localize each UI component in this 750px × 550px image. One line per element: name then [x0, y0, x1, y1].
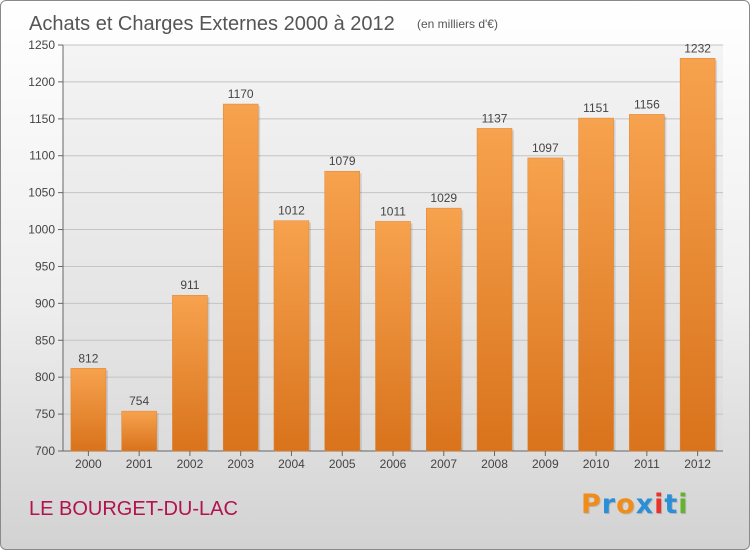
y-tick-label: 1000: [28, 223, 55, 237]
bar-2008: [476, 128, 513, 452]
x-tick-label-2004: 2004: [278, 457, 305, 471]
bar-2001: [121, 410, 157, 452]
x-tick-label-2002: 2002: [177, 457, 204, 471]
value-label-2008: 1137: [482, 111, 508, 125]
y-tick-label: 950: [35, 259, 55, 273]
bar-2012: [679, 58, 716, 452]
y-tick-label: 1200: [28, 75, 55, 89]
y-tick-label: 1150: [29, 112, 55, 126]
value-label-2002: 911: [180, 278, 199, 292]
y-tick-label: 1050: [28, 186, 55, 200]
x-tick-label-2003: 2003: [227, 457, 254, 471]
y-tick-label: 700: [35, 444, 55, 458]
bar-2009: [527, 157, 564, 452]
value-label-2006: 1011: [380, 204, 406, 218]
bar-2002: [172, 294, 208, 452]
y-tick-label: 1100: [29, 149, 55, 163]
y-tick-label: 900: [35, 296, 55, 310]
x-tick-label-2012: 2012: [684, 457, 711, 471]
value-label-2012: 1232: [684, 41, 711, 55]
y-tick-label: 750: [35, 407, 55, 421]
x-tick-label-2011: 2011: [634, 457, 660, 471]
x-tick-label-2005: 2005: [329, 457, 356, 471]
y-tick-label: 850: [35, 333, 55, 347]
brand-letter: P: [581, 489, 602, 520]
x-tick-label-2001: 2001: [126, 457, 153, 471]
value-label-2007: 1029: [430, 191, 457, 205]
bar-2005: [324, 170, 360, 452]
x-tick-label-2000: 2000: [75, 457, 102, 471]
brand-letter: o: [616, 489, 636, 520]
value-label-2001: 754: [129, 394, 149, 408]
bar-2004: [273, 220, 310, 452]
x-tick-label-2008: 2008: [481, 457, 508, 471]
bar-2006: [375, 221, 411, 452]
y-tick-label: 1250: [28, 38, 55, 52]
x-tick-label-2007: 2007: [430, 457, 457, 471]
brand-letter: r: [601, 489, 617, 520]
value-label-2005: 1079: [329, 154, 356, 168]
brand-letter: i: [654, 489, 665, 520]
bar-2010: [578, 117, 614, 452]
value-label-2003: 1170: [228, 87, 254, 101]
value-label-2011: 1156: [634, 97, 660, 111]
value-label-2000: 812: [78, 351, 98, 365]
location-label: LE BOURGET-DU-LAC: [29, 498, 238, 520]
bar-2007: [426, 207, 462, 452]
bar-2011: [629, 114, 665, 452]
chart-title: Achats et Charges Externes 2000 à 2012: [29, 13, 395, 35]
value-label-2010: 1151: [583, 101, 609, 115]
chart-subtitle: (en milliers d'€): [417, 17, 498, 31]
brand-letter: t: [664, 489, 679, 520]
brand-letter: x: [635, 489, 655, 520]
brand-logo: Proxiti: [581, 489, 689, 520]
value-label-2009: 1097: [532, 141, 559, 155]
x-tick-label-2010: 2010: [583, 457, 610, 471]
bar-2000: [70, 368, 107, 452]
y-tick-label: 800: [35, 370, 55, 384]
x-tick-label-2009: 2009: [532, 457, 559, 471]
bar-2003: [222, 103, 259, 452]
x-tick-label-2006: 2006: [380, 457, 407, 471]
brand-letter: i: [678, 489, 689, 520]
value-label-2004: 1012: [278, 204, 305, 218]
